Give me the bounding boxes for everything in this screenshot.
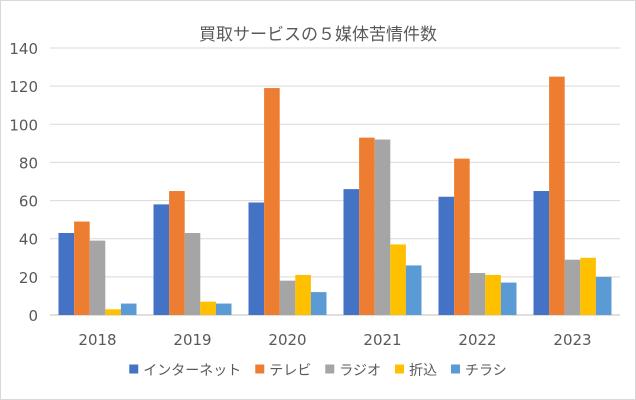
bar [454,158,470,315]
x-tick-label: 2023 [553,331,591,349]
bar [438,196,455,315]
bar [295,274,311,315]
bar [374,139,391,315]
x-tick-label: 2021 [363,331,401,349]
legend-swatch [129,364,139,374]
y-tick-label: 60 [19,193,38,211]
bar [405,265,422,315]
bars [58,76,612,315]
bar [248,202,265,315]
bar [595,276,612,315]
y-tick-label: 40 [19,231,38,249]
legend-swatch [451,364,460,374]
legend-label: 折込 [409,363,437,379]
bar [215,303,232,315]
grid-lines [50,47,620,316]
bar [74,221,90,315]
y-axis: 0 20 40 60 80 100 120 140 [9,40,38,325]
x-tick-label: 2018 [78,331,116,349]
legend-label: インターネット [143,363,241,379]
y-tick-label: 20 [19,269,38,287]
bar [359,137,375,315]
bar [105,309,121,315]
x-tick-label: 2022 [458,331,496,349]
y-tick-label: 80 [19,154,38,172]
x-tick-label: 2020 [268,331,306,349]
bar [184,232,201,315]
bar [564,259,581,315]
y-tick-label: 0 [28,307,38,325]
legend-swatch [255,364,265,374]
legend-swatch [395,364,404,374]
legend-label: テレビ [269,363,311,379]
bar [89,240,106,315]
bar [533,191,550,315]
x-axis: 2018 2019 2020 2021 2022 2023 [78,331,591,349]
bar [500,282,517,315]
legend-label: ラジオ [339,363,381,379]
x-tick-label: 2019 [173,331,211,349]
bar [549,76,565,315]
legend: インターネット テレビ ラジオ 折込 チラシ [129,363,507,379]
bar [343,189,360,315]
y-tick-label: 120 [9,78,38,96]
bar [264,88,280,315]
bar [153,204,170,315]
bar [200,301,216,315]
bar [485,274,501,315]
y-tick-label: 140 [9,40,38,58]
legend-label: チラシ [465,363,507,379]
bar [120,303,137,315]
chart-title: 買取サービスの５媒体苦情件数 [199,25,437,45]
bar [169,191,185,315]
bar [310,292,327,315]
bar [390,244,406,315]
y-tick-label: 100 [9,116,38,134]
bar [469,273,486,315]
bar [279,280,296,315]
bar [58,232,75,315]
bar [580,257,596,315]
legend-swatch [325,364,335,374]
